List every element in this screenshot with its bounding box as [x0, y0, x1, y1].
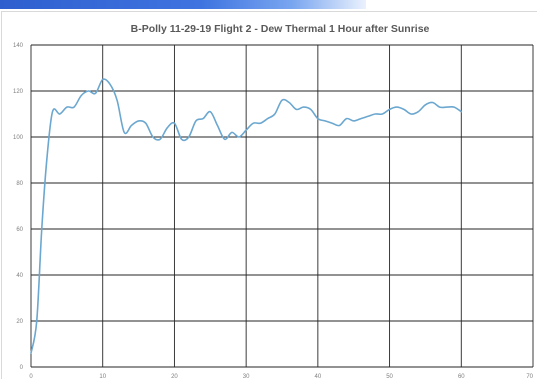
chart-frame	[1, 11, 537, 379]
x-tick-label: 30	[243, 374, 250, 379]
data-point	[345, 117, 347, 119]
axis-tick-labels: 0 20 40 60 80 100 120 140 0 10 20 30 40 50 60 70	[13, 43, 534, 379]
data-point	[73, 106, 75, 108]
x-tick-label: 60	[458, 374, 465, 379]
data-point	[152, 136, 154, 138]
data-point	[259, 122, 261, 124]
y-tick-label: 40	[16, 273, 23, 279]
y-tick-label: 0	[20, 365, 24, 371]
data-point	[202, 117, 204, 119]
data-point	[288, 101, 290, 103]
data-point	[453, 106, 455, 108]
data-point	[410, 113, 412, 115]
data-point	[353, 120, 355, 122]
data-point	[324, 120, 326, 122]
data-point	[123, 131, 125, 133]
data-point	[41, 228, 43, 230]
y-tick-label: 80	[16, 181, 23, 187]
data-point	[446, 106, 448, 108]
chart-grid	[30, 44, 534, 368]
y-tick-label: 100	[13, 135, 24, 141]
data-point	[381, 113, 383, 115]
data-point	[274, 113, 276, 115]
data-point	[266, 117, 268, 119]
data-point	[36, 320, 38, 322]
data-point	[223, 138, 225, 140]
data-point	[209, 111, 211, 113]
series-line-0	[30, 78, 463, 354]
series-layer	[30, 78, 463, 354]
y-tick-label: 20	[16, 319, 23, 325]
chart-title: B-Polly 11-29-19 Flight 2 - Dew Thermal …	[131, 23, 430, 35]
data-point	[367, 115, 369, 117]
data-point	[94, 92, 96, 94]
data-point	[109, 83, 111, 85]
data-point	[87, 90, 89, 92]
data-point	[130, 124, 132, 126]
data-point	[417, 111, 419, 113]
x-tick-label: 40	[315, 374, 322, 379]
data-point	[180, 138, 182, 140]
data-point	[281, 99, 283, 101]
data-point	[188, 136, 190, 138]
data-point	[231, 131, 233, 133]
data-point	[439, 106, 441, 108]
top-accent-bar	[0, 0, 366, 9]
y-tick-label: 120	[13, 89, 24, 95]
data-point	[403, 108, 405, 110]
data-point	[173, 122, 175, 124]
data-point	[137, 120, 139, 122]
data-point	[252, 122, 254, 124]
data-point	[431, 101, 433, 103]
data-point	[245, 129, 247, 131]
data-point	[30, 352, 32, 354]
data-point	[238, 136, 240, 138]
x-tick-label: 10	[99, 374, 106, 379]
x-tick-label: 70	[526, 374, 533, 379]
data-point	[51, 111, 53, 113]
data-point	[460, 111, 462, 113]
y-tick-label: 140	[13, 43, 24, 49]
data-point	[338, 124, 340, 126]
data-point	[295, 108, 297, 110]
data-point	[145, 122, 147, 124]
x-tick-label: 0	[29, 374, 33, 379]
data-point	[331, 122, 333, 124]
data-point	[424, 104, 426, 106]
data-point	[66, 106, 68, 108]
data-point	[116, 99, 118, 101]
data-point	[317, 117, 319, 119]
data-point	[195, 120, 197, 122]
data-point	[396, 106, 398, 108]
data-point	[309, 108, 311, 110]
data-point	[388, 108, 390, 110]
data-point	[216, 124, 218, 126]
x-tick-label: 20	[171, 374, 178, 379]
data-point	[159, 138, 161, 140]
data-point	[46, 159, 48, 161]
data-point	[374, 113, 376, 115]
data-point	[166, 127, 168, 129]
data-point	[102, 78, 104, 80]
data-point	[58, 113, 60, 115]
x-tick-label: 50	[386, 374, 393, 379]
data-point	[80, 94, 82, 96]
data-point	[360, 117, 362, 119]
data-point	[302, 106, 304, 108]
y-tick-label: 60	[16, 227, 23, 233]
